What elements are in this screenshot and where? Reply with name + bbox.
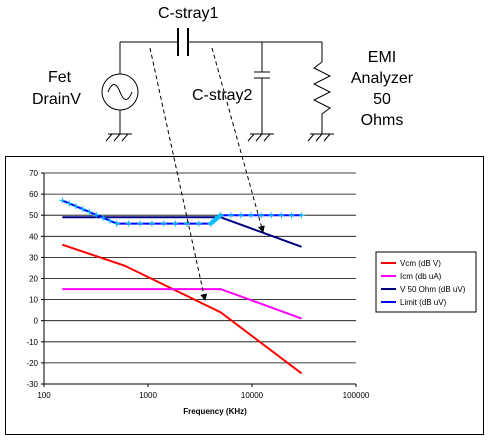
- resistor-icon: [312, 61, 332, 115]
- limit-marker: [288, 212, 295, 219]
- y-tick-label: 40: [29, 232, 38, 241]
- x-tick-label: 1000: [139, 391, 157, 400]
- limit-marker: [106, 217, 113, 224]
- limit-marker: [113, 220, 120, 227]
- chart-grid: [44, 172, 356, 385]
- chart-series: [59, 197, 305, 375]
- limit-marker: [195, 220, 202, 227]
- limit-marker: [237, 212, 244, 219]
- limit-marker: [125, 220, 132, 227]
- y-tick-label: 70: [29, 169, 38, 178]
- series-line-3: [61, 199, 302, 225]
- x-axis-label: Frequency (KHz): [183, 407, 247, 416]
- ground-icon-left: [105, 133, 132, 142]
- limit-marker: [72, 203, 79, 210]
- limit-marker: [100, 214, 107, 221]
- limit-marker: [137, 220, 144, 227]
- limit-marker: [172, 220, 179, 227]
- x-tick-label: 100000: [343, 391, 370, 400]
- limit-marker: [160, 220, 167, 227]
- legend-label: Limit (dB uV): [400, 298, 447, 307]
- chart-legend: Vcm (dB V) Icm (db uA) V 50 Ohm (dB uV) Lim…: [375, 251, 477, 313]
- y-tick-label: 20: [29, 275, 38, 284]
- y-tick-label: 60: [29, 190, 38, 199]
- series-line-0: [61, 243, 303, 375]
- capacitor-top-label: C-stray1: [158, 5, 219, 22]
- load-label-line4: Ohms: [361, 112, 404, 129]
- ground-icon-middle: [247, 133, 274, 142]
- y-tick-label: 0: [34, 317, 39, 326]
- limit-marker: [248, 212, 255, 219]
- y-tick-label: -30: [26, 380, 38, 389]
- y-tick-label: 10: [29, 296, 38, 305]
- limit-marker: [66, 200, 73, 207]
- load-label-line2: Analyzer: [351, 70, 414, 87]
- limit-marker: [298, 212, 305, 219]
- limit-marker: [59, 197, 66, 204]
- y-tick-label: 50: [29, 211, 38, 220]
- limit-marker: [258, 212, 265, 219]
- limit-marker: [227, 212, 234, 219]
- x-tick-label: 10000: [241, 391, 264, 400]
- limit-marker: [86, 209, 93, 216]
- legend-label: Icm (db uA): [400, 272, 442, 281]
- capacitor-shunt-label: C-stray2: [192, 87, 253, 104]
- series-line-2: [62, 216, 302, 248]
- source-label-line1: Fet: [48, 69, 72, 86]
- ground-icon-right: [307, 133, 334, 142]
- legend-label: V 50 Ohm (dB uV): [400, 285, 466, 294]
- limit-marker: [184, 220, 191, 227]
- y-tick-label: -10: [26, 338, 38, 347]
- source-label-line2: DrainV: [32, 91, 81, 108]
- limit-marker: [93, 211, 100, 218]
- limit-marker: [148, 220, 155, 227]
- series-line-1: [62, 288, 302, 320]
- y-tick-label: -20: [26, 359, 38, 368]
- limit-marker: [278, 212, 285, 219]
- load-label-line1: EMI: [368, 49, 396, 66]
- load-label-line3: 50: [373, 91, 391, 108]
- x-tick-label: 100: [37, 391, 51, 400]
- limit-marker: [268, 212, 275, 219]
- y-tick-label: 30: [29, 253, 38, 262]
- limit-marker: [79, 206, 86, 213]
- legend-label: Vcm (dB V): [400, 259, 441, 268]
- chart-frame: 70 60 50 40 30 20 10 0 -10 -20 -30 100 1000 10000 1000…: [5, 156, 484, 435]
- sine-wave-icon: [107, 84, 133, 100]
- circuit-schematic: C-stray1 C-stray2 Fet DrainV EMI Analyze…: [32, 5, 414, 142]
